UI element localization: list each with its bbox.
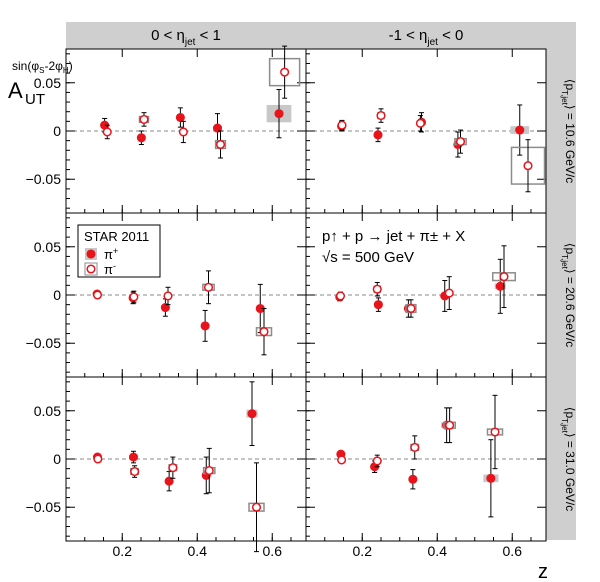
pi-plus-point (408, 474, 418, 484)
pi-minus-point (92, 290, 103, 300)
y-axis-label-main: A (8, 78, 23, 103)
y-axis-label-superscript: sin(φS-2φH) (12, 59, 73, 75)
row-label: ⟨pT,jet⟩ = 10.6 GeV/c (560, 79, 577, 183)
figure-labels: −0.05 0 0.05 −0.05 0 0.05 −0.05 0 0.05 0.2 0.4 0.6 0… (8, 27, 577, 582)
pi-minus-point (259, 327, 269, 337)
panel-grid (65, 48, 547, 542)
x-tick-label: 0.4 (428, 543, 448, 559)
y-tick-label: 0 (53, 287, 61, 303)
y-tick-label: −0.05 (26, 171, 62, 187)
column-header: -1 < ηjet < 0 (389, 27, 464, 48)
reaction-label: p↑ + p → jet + π± + X (322, 228, 465, 245)
pi-minus-point (499, 272, 509, 282)
pi-minus-point (445, 420, 455, 430)
pi-plus-point (515, 125, 525, 135)
legend-title: STAR 2011 (84, 229, 149, 244)
x-tick-label: 0.6 (263, 543, 283, 559)
x-tick-label: 0.6 (503, 543, 523, 559)
pi-minus-point (337, 455, 347, 465)
y-tick-label: 0.05 (34, 403, 61, 419)
legend-entry-label: π+ (104, 246, 118, 262)
pi-minus-point (523, 161, 533, 171)
pi-minus-point (178, 127, 188, 137)
pi-minus-point (376, 111, 386, 121)
legend-entry-label: π- (104, 261, 116, 277)
pi-minus-point (93, 454, 103, 464)
pi-minus-point (130, 466, 140, 477)
pi-plus-point (164, 476, 174, 486)
y-tick-label: 0.05 (34, 239, 61, 255)
pi-plus-point (495, 281, 505, 291)
pi-minus-point (444, 288, 454, 298)
pi-plus-point (486, 473, 496, 483)
pi-plus-point (373, 130, 383, 140)
pi-minus-point (163, 291, 173, 301)
energy-label: √s = 500 GeV (322, 249, 414, 266)
pi-minus-point (455, 137, 466, 147)
pi-plus-point (200, 321, 210, 331)
legend-sys-swatch (84, 262, 98, 276)
pi-plus-point (160, 302, 170, 313)
y-axis-label-subscript: UT (25, 91, 45, 108)
data-points (92, 45, 546, 553)
x-tick-label: 0.2 (353, 543, 373, 559)
legend-pi-plus-marker (86, 249, 96, 259)
pi-minus-point (168, 463, 178, 473)
y-tick-label: −0.05 (26, 335, 62, 351)
pi-minus-point (490, 427, 500, 437)
row-label: ⟨pT,jet⟩ = 20.6 GeV/c (560, 243, 577, 347)
pi-plus-point (128, 452, 139, 462)
y-tick-label: 0 (53, 123, 61, 139)
x-tick-label: 0.2 (113, 543, 133, 559)
pi-plus-point (274, 109, 284, 119)
row-label-band (546, 22, 576, 540)
pi-minus-point (280, 67, 290, 77)
legend-pi-minus-marker (86, 264, 96, 274)
pi-minus-point (204, 466, 214, 476)
pi-plus-point (373, 300, 383, 310)
pi-minus-point (337, 120, 347, 130)
pi-minus-point (203, 282, 214, 292)
y-axis-label: A UT sin(φS-2φH) (8, 59, 73, 108)
pi-plus-point (212, 123, 223, 133)
pi-minus-point (139, 114, 149, 124)
pi-minus-point (129, 292, 139, 302)
x-axis-label: z (538, 561, 548, 582)
pi-minus-point (102, 127, 112, 137)
column-header: 0 < ηjet < 1 (151, 27, 221, 48)
pi-plus-point (247, 409, 257, 419)
pi-minus-point (372, 456, 382, 466)
y-tick-label: 0.05 (34, 75, 61, 91)
column-header-band (66, 22, 546, 49)
pi-minus-point (406, 303, 416, 314)
pi-minus-point (372, 284, 382, 294)
pi-plus-point (136, 133, 146, 143)
pi-minus-point (335, 291, 346, 301)
y-tick-label: 0 (53, 451, 61, 467)
pi-minus-point (251, 502, 262, 512)
pi-plus-point (175, 112, 185, 123)
pi-minus-point (215, 139, 226, 150)
x-tick-label: 0.4 (188, 543, 208, 559)
pi-minus-point (410, 442, 420, 452)
y-tick-label: −0.05 (26, 499, 62, 515)
row-label: ⟨pT,jet⟩ = 31.0 GeV/c (560, 407, 577, 511)
pi-minus-point (415, 118, 425, 128)
